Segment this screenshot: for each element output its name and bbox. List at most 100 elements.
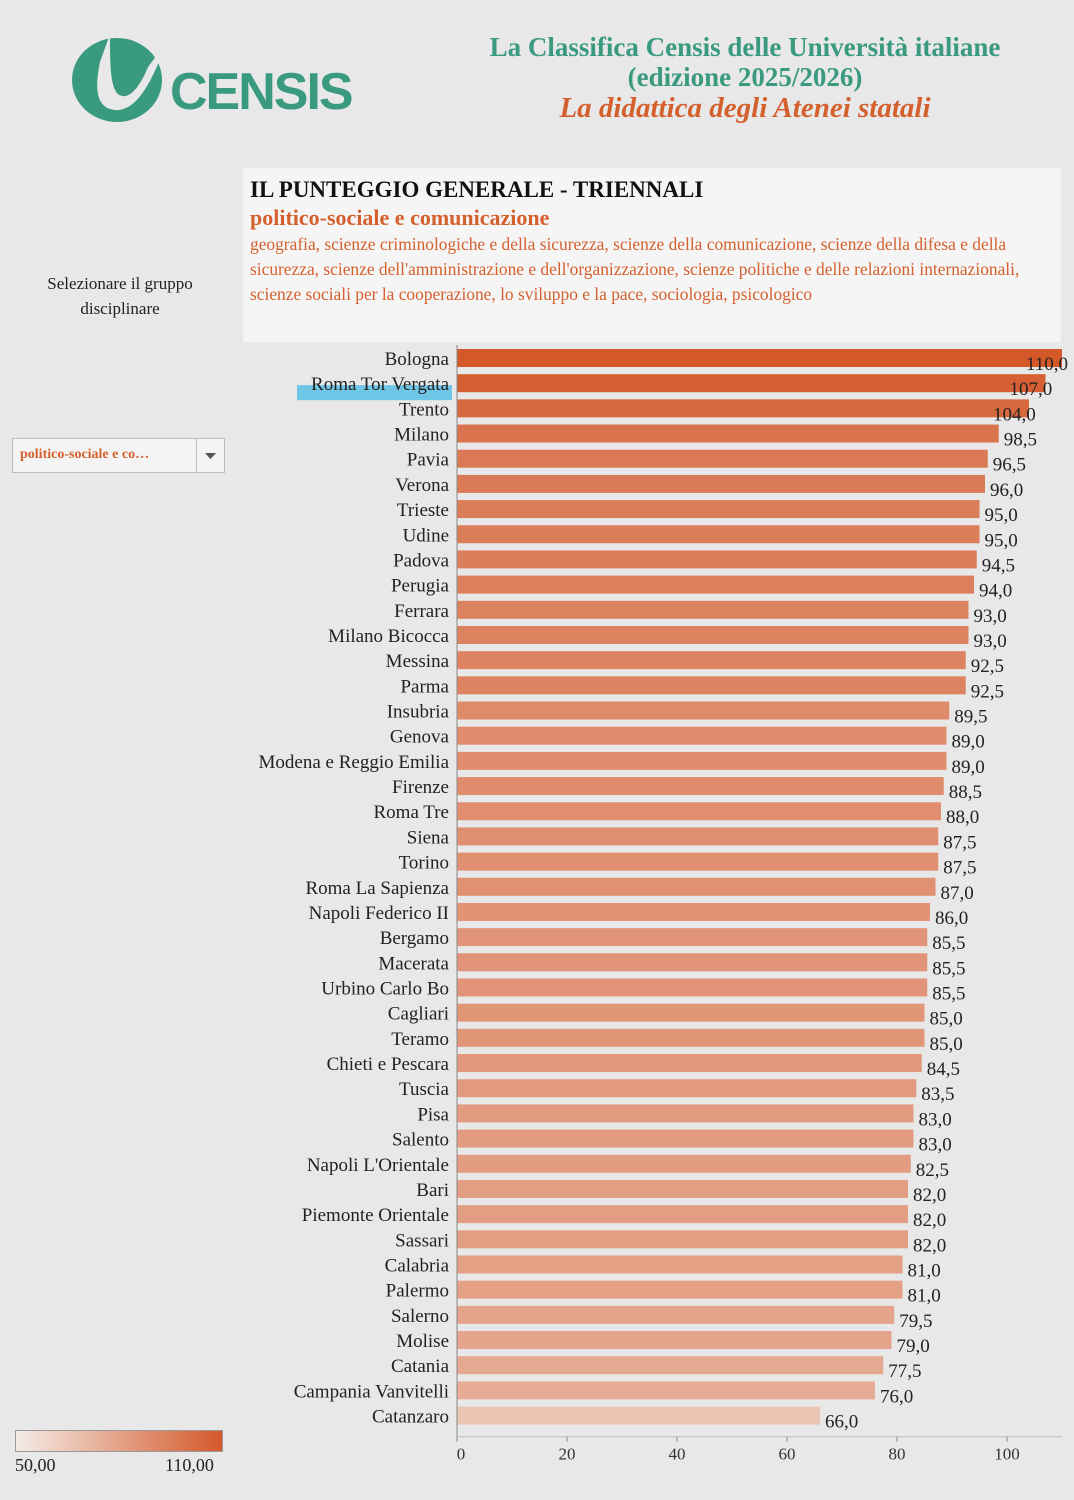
value-label: 96,5 xyxy=(993,455,1026,476)
bar xyxy=(457,1205,908,1224)
value-label: 81,0 xyxy=(908,1286,941,1307)
category-label: Udine xyxy=(403,525,449,546)
group-dropdown[interactable]: politico-sociale e co… xyxy=(12,438,225,473)
info-panel: IL PUNTEGGIO GENERALE - TRIENNALI politi… xyxy=(243,168,1061,342)
header-subtitle: La didattica degli Atenei statali xyxy=(559,92,931,124)
x-tick-label: 40 xyxy=(669,1445,686,1464)
bar xyxy=(457,525,980,544)
category-label: Campania Vanvitelli xyxy=(294,1381,449,1402)
bar xyxy=(457,1179,908,1198)
bar xyxy=(457,1028,925,1047)
x-tick-label: 20 xyxy=(559,1445,576,1464)
category-label: Catania xyxy=(391,1356,450,1377)
category-label: Messina xyxy=(386,651,450,672)
category-label: Tuscia xyxy=(399,1079,450,1100)
category-label: Calabria xyxy=(385,1255,450,1276)
value-label: 88,0 xyxy=(946,807,979,828)
value-label: 92,5 xyxy=(971,681,1004,702)
bar xyxy=(457,500,980,519)
category-label: Roma Tor Vergata xyxy=(311,374,450,395)
category-label: Molise xyxy=(396,1331,449,1352)
category-label: Pisa xyxy=(417,1104,449,1125)
category-label: Teramo xyxy=(391,1029,449,1050)
highlight-marker xyxy=(297,385,452,401)
censis-logo-mark xyxy=(72,34,168,122)
header-title-line2: (edizione 2025/2026) xyxy=(627,62,863,92)
legend-max-label: 110,00 xyxy=(165,1455,214,1475)
panel-description: geografia, scienze criminologiche e dell… xyxy=(250,234,1020,304)
bar xyxy=(457,1280,903,1299)
value-label: 95,0 xyxy=(985,530,1018,551)
header-title: La Classifica Censis delle Università it… xyxy=(420,32,1070,92)
bar xyxy=(457,978,928,997)
bar xyxy=(457,424,999,443)
value-label: 83,0 xyxy=(919,1109,952,1130)
value-label: 93,0 xyxy=(974,631,1007,652)
x-tick-label: 0 xyxy=(457,1445,466,1464)
category-label: Modena e Reggio Emilia xyxy=(259,752,450,773)
selector-label: Selezionare il gruppo disciplinare xyxy=(47,274,193,318)
category-label: Perugia xyxy=(391,576,450,597)
bar xyxy=(457,600,969,619)
bar xyxy=(457,1381,875,1400)
bar xyxy=(457,676,966,695)
bar xyxy=(457,1003,925,1022)
value-label: 87,5 xyxy=(943,832,976,853)
bar xyxy=(457,550,977,569)
value-label: 96,0 xyxy=(990,480,1023,501)
dropdown-button[interactable] xyxy=(196,439,224,472)
bar xyxy=(457,474,985,493)
category-label: Verona xyxy=(395,475,449,496)
panel-title: IL PUNTEGGIO GENERALE - TRIENNALI xyxy=(250,177,704,202)
value-label: 79,5 xyxy=(899,1311,932,1332)
category-label: Napoli Federico II xyxy=(309,903,449,924)
color-legend-bar xyxy=(15,1430,223,1452)
bar xyxy=(457,374,1046,393)
value-label: 66,0 xyxy=(825,1412,858,1433)
x-tick-label: 100 xyxy=(994,1445,1020,1464)
category-label: Urbino Carlo Bo xyxy=(321,979,449,1000)
header-title-line1: La Classifica Censis delle Università it… xyxy=(489,32,1001,62)
category-label: Insubria xyxy=(387,702,450,723)
category-label: Napoli L'Orientale xyxy=(307,1155,449,1176)
value-label: 86,0 xyxy=(935,908,968,929)
category-label: Siena xyxy=(407,827,450,848)
bar xyxy=(457,1331,892,1350)
value-label: 94,0 xyxy=(979,581,1012,602)
bar xyxy=(457,1054,922,1073)
category-label: Catanzaro xyxy=(372,1407,449,1428)
category-label: Parma xyxy=(400,676,449,697)
category-label: Trieste xyxy=(397,500,449,521)
category-label: Ferrara xyxy=(394,601,449,622)
category-label: Salerno xyxy=(391,1306,449,1327)
bar xyxy=(457,827,939,846)
value-label: 83,5 xyxy=(921,1084,954,1105)
value-label: 85,0 xyxy=(930,1034,963,1055)
bar xyxy=(457,1230,908,1249)
category-label: Milano Bicocca xyxy=(328,626,449,647)
value-label: 89,0 xyxy=(952,732,985,753)
category-label: Bergamo xyxy=(380,928,449,949)
value-label: 85,0 xyxy=(930,1009,963,1030)
bar xyxy=(457,852,939,871)
category-label: Milano xyxy=(394,425,449,446)
value-label: 88,5 xyxy=(949,782,982,803)
bar xyxy=(457,575,974,594)
category-label: Piemonte Orientale xyxy=(302,1205,449,1226)
category-label: Firenze xyxy=(392,777,449,798)
bar xyxy=(457,651,966,670)
value-label: 82,0 xyxy=(913,1185,946,1206)
bar xyxy=(457,349,1062,367)
logo-text: CENSIS xyxy=(170,63,354,121)
bar xyxy=(457,928,928,947)
bar xyxy=(457,902,930,921)
value-label: 82,0 xyxy=(913,1235,946,1256)
bar xyxy=(457,1305,895,1324)
category-label: Trento xyxy=(399,399,449,420)
value-label: 95,0 xyxy=(985,505,1018,526)
category-label: Bari xyxy=(416,1180,449,1201)
category-label: Roma Tre xyxy=(374,802,450,823)
bar xyxy=(457,1104,914,1123)
value-label: 82,5 xyxy=(916,1160,949,1181)
panel-group: politico-sociale e comunicazione xyxy=(250,205,550,230)
